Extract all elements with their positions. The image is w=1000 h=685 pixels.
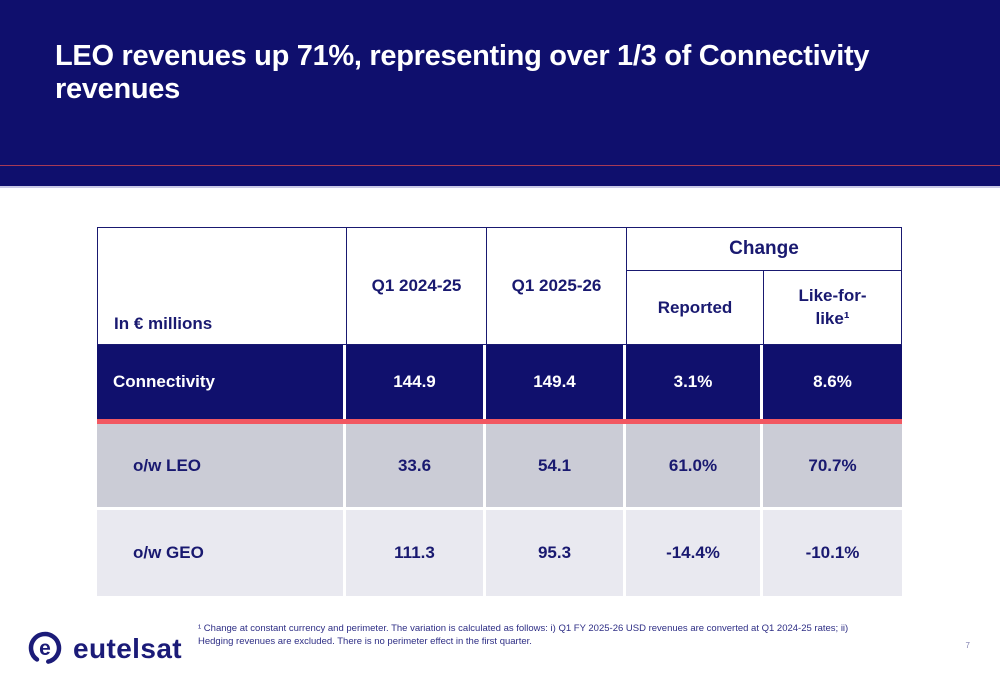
eutelsat-logo: e eutelsat — [26, 629, 182, 672]
accent-red-line — [97, 419, 902, 424]
cell-q1-2025-26: 95.3 — [486, 510, 626, 596]
cell-reported: 61.0% — [626, 424, 763, 507]
table-row-connectivity: Connectivity 144.9 149.4 3.1% 8.6% — [97, 345, 902, 419]
col-header-q1-2025-26: Q1 2025-26 — [487, 228, 627, 344]
row-label: o/w GEO — [97, 510, 346, 596]
page-number: 7 — [965, 641, 970, 650]
cell-like-for-like: 8.6% — [813, 372, 852, 391]
table-row-leo: o/w LEO 33.6 54.1 61.0% 70.7% — [97, 424, 902, 507]
table-row-geo: o/w GEO 111.3 95.3 -14.4% -10.1% — [97, 510, 902, 596]
col-header-q1-2024-25: Q1 2024-25 — [347, 228, 487, 344]
col-header-reported: Reported — [627, 271, 764, 344]
cell-q1-2025-26: 149.4 — [486, 345, 626, 419]
slide-title: LEO revenues up 71%, representing over 1… — [55, 40, 870, 105]
footnote: ¹ Change at constant currency and perime… — [198, 623, 849, 648]
cell-q1-2024-25: 33.6 — [346, 424, 486, 507]
cell-q1-2025-26: 54.1 — [486, 424, 626, 507]
col-header-change: Change — [627, 228, 901, 271]
revenue-table: In € millions Q1 2024-25 Q1 2025-26 Chan… — [97, 227, 902, 596]
header-band: LEO revenues up 71%, representing over 1… — [0, 0, 1000, 188]
header-red-hairline — [0, 165, 1000, 166]
cell-q1-2024-25: 144.9 — [346, 345, 486, 419]
col-header-like-for-like: Like-for-like¹ — [798, 286, 867, 328]
eutelsat-logo-icon: e — [26, 629, 64, 672]
cell-q1-2024-25: 111.3 — [346, 510, 486, 596]
cell-reported: -14.4% — [626, 510, 763, 596]
cell-like-for-like: -10.1% — [805, 543, 860, 562]
row-label: o/w LEO — [97, 424, 346, 507]
svg-text:e: e — [39, 637, 51, 660]
table-header: In € millions Q1 2024-25 Q1 2025-26 Chan… — [97, 227, 902, 345]
cell-reported: 3.1% — [626, 345, 763, 419]
cell-like-for-like: 70.7% — [808, 455, 857, 475]
eutelsat-wordmark: eutelsat — [73, 633, 183, 664]
row-label: Connectivity — [97, 345, 346, 419]
unit-label: In € millions — [98, 228, 347, 344]
